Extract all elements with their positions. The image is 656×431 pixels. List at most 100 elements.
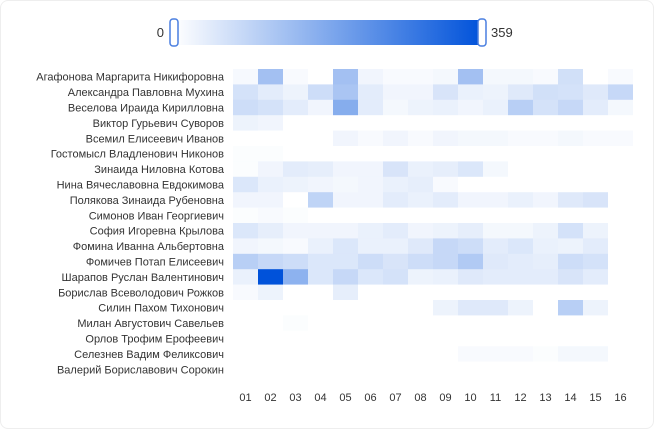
- heatmap-cell[interactable]: [508, 330, 533, 347]
- heatmap-cell[interactable]: [283, 346, 308, 362]
- heatmap-cell[interactable]: [583, 223, 608, 239]
- heatmap-cell[interactable]: [608, 69, 633, 85]
- heatmap-cell[interactable]: [258, 223, 283, 239]
- heatmap-cell[interactable]: [358, 238, 383, 255]
- heatmap-cell[interactable]: [458, 130, 483, 147]
- heatmap-cell[interactable]: [383, 269, 408, 285]
- heatmap-cell[interactable]: [283, 99, 308, 116]
- heatmap-cell[interactable]: [258, 161, 283, 178]
- heatmap-cell[interactable]: [408, 84, 433, 101]
- heatmap-cell[interactable]: [308, 330, 333, 347]
- heatmap-cell[interactable]: [408, 161, 433, 178]
- heatmap-cell[interactable]: [383, 223, 408, 239]
- heatmap-cell[interactable]: [608, 330, 633, 347]
- heatmap-cell[interactable]: [508, 207, 533, 224]
- heatmap-cell[interactable]: [583, 176, 608, 193]
- heatmap-cell[interactable]: [308, 192, 333, 208]
- heatmap-cell[interactable]: [358, 115, 383, 131]
- heatmap-cell[interactable]: [258, 315, 283, 332]
- heatmap-cell[interactable]: [433, 207, 458, 224]
- heatmap-cell[interactable]: [608, 207, 633, 224]
- heatmap-cell[interactable]: [458, 269, 483, 285]
- heatmap-cell[interactable]: [433, 69, 458, 85]
- heatmap-cell[interactable]: [383, 346, 408, 362]
- heatmap-cell[interactable]: [533, 300, 558, 316]
- heatmap-cell[interactable]: [283, 284, 308, 301]
- heatmap-cell[interactable]: [608, 223, 633, 239]
- heatmap-cell[interactable]: [483, 161, 508, 178]
- heatmap-cell[interactable]: [433, 330, 458, 347]
- heatmap-cell[interactable]: [283, 207, 308, 224]
- heatmap-cell[interactable]: [233, 130, 258, 147]
- heatmap-cell[interactable]: [508, 361, 533, 378]
- heatmap-cell[interactable]: [408, 300, 433, 316]
- heatmap-cell[interactable]: [358, 84, 383, 101]
- heatmap-cell[interactable]: [408, 315, 433, 332]
- heatmap-cell[interactable]: [358, 253, 383, 270]
- heatmap-cell[interactable]: [433, 161, 458, 178]
- heatmap-cell[interactable]: [508, 84, 533, 101]
- heatmap-cell[interactable]: [283, 223, 308, 239]
- heatmap-cell[interactable]: [233, 207, 258, 224]
- heatmap-cell[interactable]: [533, 207, 558, 224]
- heatmap-cell[interactable]: [383, 84, 408, 101]
- heatmap-cell[interactable]: [358, 315, 383, 332]
- heatmap-cell[interactable]: [458, 238, 483, 255]
- heatmap-cell[interactable]: [483, 300, 508, 316]
- heatmap-cell[interactable]: [308, 130, 333, 147]
- heatmap-cell[interactable]: [283, 69, 308, 85]
- heatmap-cell[interactable]: [333, 238, 358, 255]
- heatmap-cell[interactable]: [608, 284, 633, 301]
- heatmap-cell[interactable]: [458, 161, 483, 178]
- heatmap-cell[interactable]: [233, 269, 258, 285]
- heatmap-cell[interactable]: [333, 300, 358, 316]
- heatmap-cell[interactable]: [608, 161, 633, 178]
- heatmap-cell[interactable]: [233, 330, 258, 347]
- heatmap-cell[interactable]: [583, 84, 608, 101]
- heatmap-cell[interactable]: [233, 300, 258, 316]
- heatmap-cell[interactable]: [358, 130, 383, 147]
- heatmap-cell[interactable]: [483, 130, 508, 147]
- heatmap-cell[interactable]: [608, 315, 633, 332]
- heatmap-cell[interactable]: [433, 253, 458, 270]
- heatmap-cell[interactable]: [533, 69, 558, 85]
- heatmap-cell[interactable]: [433, 192, 458, 208]
- heatmap-cell[interactable]: [308, 300, 333, 316]
- heatmap-cell[interactable]: [558, 330, 583, 347]
- heatmap-cell[interactable]: [483, 84, 508, 101]
- heatmap-cell[interactable]: [333, 253, 358, 270]
- heatmap-cell[interactable]: [358, 207, 383, 224]
- heatmap-cell[interactable]: [433, 176, 458, 193]
- heatmap-cell[interactable]: [358, 176, 383, 193]
- heatmap-cell[interactable]: [408, 361, 433, 378]
- heatmap-cell[interactable]: [508, 161, 533, 178]
- heatmap-cell[interactable]: [333, 84, 358, 101]
- scale-min-handle[interactable]: [169, 18, 179, 47]
- heatmap-cell[interactable]: [358, 223, 383, 239]
- heatmap-cell[interactable]: [533, 115, 558, 131]
- heatmap-cell[interactable]: [608, 361, 633, 378]
- heatmap-cell[interactable]: [408, 238, 433, 255]
- heatmap-cell[interactable]: [308, 99, 333, 116]
- heatmap-cell[interactable]: [558, 99, 583, 116]
- heatmap-cell[interactable]: [308, 238, 333, 255]
- heatmap-cell[interactable]: [458, 192, 483, 208]
- heatmap-cell[interactable]: [333, 207, 358, 224]
- heatmap-cell[interactable]: [233, 238, 258, 255]
- heatmap-cell[interactable]: [508, 69, 533, 85]
- heatmap-cell[interactable]: [308, 176, 333, 193]
- heatmap-cell[interactable]: [533, 330, 558, 347]
- heatmap-cell[interactable]: [258, 300, 283, 316]
- heatmap-cell[interactable]: [233, 84, 258, 101]
- heatmap-cell[interactable]: [383, 146, 408, 162]
- heatmap-cell[interactable]: [383, 207, 408, 224]
- heatmap-cell[interactable]: [383, 115, 408, 131]
- heatmap-cell[interactable]: [558, 69, 583, 85]
- heatmap-cell[interactable]: [508, 115, 533, 131]
- heatmap-cell[interactable]: [258, 176, 283, 193]
- heatmap-cell[interactable]: [533, 238, 558, 255]
- heatmap-cell[interactable]: [383, 300, 408, 316]
- heatmap-cell[interactable]: [333, 346, 358, 362]
- heatmap-cell[interactable]: [383, 69, 408, 85]
- heatmap-cell[interactable]: [358, 192, 383, 208]
